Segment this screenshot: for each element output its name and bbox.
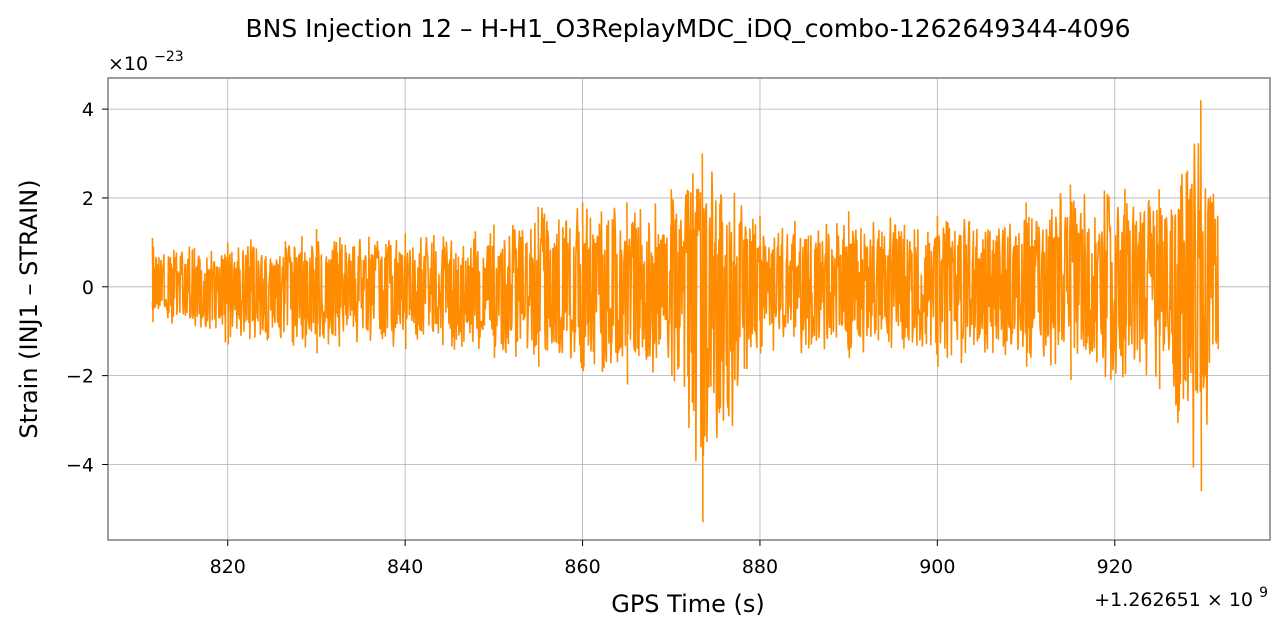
svg-text:×10 −23: ×10 −23 bbox=[108, 49, 184, 75]
strain-series-line bbox=[151, 100, 1220, 523]
x-tick-label: 920 bbox=[1097, 556, 1133, 578]
x-tick-label: 880 bbox=[742, 556, 778, 578]
y-tick-label: 4 bbox=[82, 99, 94, 121]
x-tick-label: 820 bbox=[210, 556, 246, 578]
y-scale-exponent: −23 bbox=[154, 49, 184, 65]
x-offset-text: +1.262651 × 10 bbox=[1094, 589, 1253, 611]
y-axis-ticks: −4 −2 0 2 4 bbox=[66, 99, 108, 476]
x-offset-label: +1.262651 × 10 9 bbox=[1094, 585, 1268, 611]
x-axis-ticks: 820 840 860 880 900 920 bbox=[210, 540, 1133, 578]
y-axis-label: Strain (INJ1 – STRAIN) bbox=[15, 179, 43, 438]
axes-frame bbox=[107, 77, 1271, 541]
x-offset-exponent: 9 bbox=[1259, 585, 1268, 601]
chart-title: BNS Injection 12 – H-H1_O3ReplayMDC_iDQ_… bbox=[245, 14, 1130, 43]
y-tick-label: −4 bbox=[66, 454, 94, 476]
x-tick-label: 860 bbox=[564, 556, 600, 578]
y-scale-multiplier: ×10 −23 bbox=[108, 49, 184, 75]
y-scale-text: ×10 bbox=[108, 53, 148, 75]
svg-text:+1.262651 × 10 9: +1.262651 × 10 9 bbox=[1094, 585, 1268, 611]
x-tick-label: 840 bbox=[387, 556, 423, 578]
y-tick-label: 0 bbox=[82, 277, 94, 299]
x-tick-label: 900 bbox=[919, 556, 955, 578]
y-tick-label: −2 bbox=[66, 366, 94, 388]
y-tick-label: 2 bbox=[82, 188, 94, 210]
x-axis-label: GPS Time (s) bbox=[611, 590, 765, 618]
plot-area bbox=[151, 100, 1220, 523]
